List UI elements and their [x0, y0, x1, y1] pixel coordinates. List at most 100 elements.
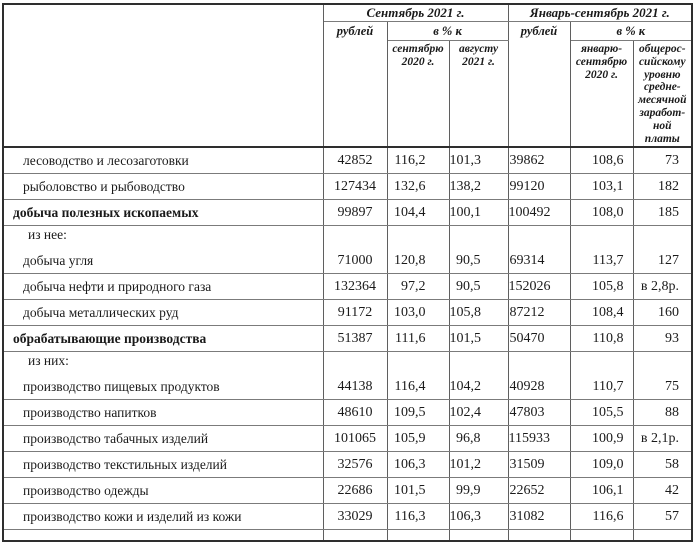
- value-cell: 116,4: [387, 373, 450, 400]
- value-cell: 132364: [323, 273, 388, 300]
- wage-table: Сентябрь 2021 г. Январь-сентябрь 2021 г.…: [2, 3, 694, 542]
- row-label: производство текстильных изделий: [3, 451, 324, 478]
- table-row: лесоводство и лесозаготовки 42852 116,2 101…: [3, 147, 693, 174]
- value-cell: 100,1: [449, 199, 509, 226]
- value-cell: [323, 351, 388, 374]
- value-cell: 106,3: [387, 451, 450, 478]
- value-cell: 101065: [323, 425, 388, 452]
- column-header-percent-january-september: в % к: [570, 21, 693, 41]
- value-cell: 101,5: [387, 477, 450, 504]
- value-cell: 182: [633, 173, 693, 200]
- row-label: из нее:: [3, 225, 324, 248]
- value-cell: 32576: [323, 451, 388, 478]
- value-cell: 58: [633, 451, 693, 478]
- value-cell: 108,0: [570, 199, 634, 226]
- row-label: рыболовство и рыбоводство: [3, 173, 324, 200]
- value-cell: 40928: [508, 373, 571, 400]
- value-cell: 105,9: [387, 425, 450, 452]
- value-cell: 111,6: [387, 325, 450, 352]
- value-cell: 104,2: [449, 373, 509, 400]
- value-cell: 87212: [508, 299, 571, 326]
- table-row: рыболовство и рыбоводство 127434 132,6 138,…: [3, 173, 693, 200]
- value-cell: [570, 529, 634, 542]
- header-row-comparison-bases: сентябрю 2020 г. августу 2021 г. январю-…: [3, 40, 693, 149]
- value-cell: 108,6: [570, 147, 634, 174]
- value-cell: 138,2: [449, 173, 509, 200]
- value-cell: 91172: [323, 299, 388, 326]
- value-cell: 110,7: [570, 373, 634, 400]
- value-cell: [508, 225, 571, 248]
- value-cell: 93: [633, 325, 693, 352]
- value-cell: 22652: [508, 477, 571, 504]
- value-cell: в 2,8р.: [633, 273, 693, 300]
- value-cell: [570, 225, 634, 248]
- value-cell: 160: [633, 299, 693, 326]
- value-cell: 96,8: [449, 425, 509, 452]
- value-cell: в 2,1р.: [633, 425, 693, 452]
- table-row: обрабатывающие производства 51387 111,6 101…: [3, 325, 693, 352]
- value-cell: 101,2: [449, 451, 509, 478]
- row-label: [3, 529, 324, 542]
- table-row: производство одежды 22686 101,5 99,9 22652 10…: [3, 477, 693, 504]
- value-cell: [449, 351, 509, 374]
- document-page: Сентябрь 2021 г. Январь-сентябрь 2021 г.…: [2, 3, 694, 542]
- value-cell: 57: [633, 503, 693, 530]
- row-label: обрабатывающие производства: [3, 325, 324, 352]
- value-cell: 106,3: [449, 503, 509, 530]
- value-cell: [387, 225, 450, 248]
- value-cell: 39862: [508, 147, 571, 174]
- value-cell: 31509: [508, 451, 571, 478]
- value-cell: 31082: [508, 503, 571, 530]
- value-cell: 116,3: [387, 503, 450, 530]
- table-row: производство напитков 48610 109,5 102,4 4780…: [3, 399, 693, 426]
- value-cell: 101,3: [449, 147, 509, 174]
- row-label: производство табачных изделий: [3, 425, 324, 452]
- header-row-units: рублей в % к рублей в % к: [3, 21, 693, 149]
- value-cell: [449, 225, 509, 248]
- value-cell: 99120: [508, 173, 571, 200]
- value-cell: 47803: [508, 399, 571, 426]
- value-cell: [449, 529, 509, 542]
- value-cell: 127: [633, 247, 693, 274]
- value-cell: 99897: [323, 199, 388, 226]
- row-label: добыча угля: [3, 247, 324, 274]
- value-cell: 116,2: [387, 147, 450, 174]
- value-cell: [570, 351, 634, 374]
- row-label: из них:: [3, 351, 324, 374]
- value-cell: 99,9: [449, 477, 509, 504]
- value-cell: 109,0: [570, 451, 634, 478]
- value-cell: [323, 225, 388, 248]
- table-row: производство кожи и изделий из кожи 33029…: [3, 503, 693, 530]
- value-cell: 115933: [508, 425, 571, 452]
- value-cell: [508, 529, 571, 542]
- value-cell: 103,0: [387, 299, 450, 326]
- column-header-rubles-september: рублей: [323, 21, 388, 149]
- partial-next-row: [3, 529, 693, 542]
- value-cell: 44138: [323, 373, 388, 400]
- value-cell: 88: [633, 399, 693, 426]
- value-cell: 103,1: [570, 173, 634, 200]
- value-cell: 108,4: [570, 299, 634, 326]
- row-label-column-header: [3, 4, 324, 149]
- row-label: лесоводство и лесозаготовки: [3, 147, 324, 174]
- row-label: добыча полезных ископаемых: [3, 199, 324, 226]
- value-cell: 100,9: [570, 425, 634, 452]
- value-cell: 113,7: [570, 247, 634, 274]
- header-row-groups: Сентябрь 2021 г. Январь-сентябрь 2021 г.: [3, 4, 693, 149]
- column-group-january-september-2021: Январь-сентябрь 2021 г.: [508, 4, 693, 22]
- value-cell: 71000: [323, 247, 388, 274]
- value-cell: 152026: [508, 273, 571, 300]
- value-cell: 97,2: [387, 273, 450, 300]
- value-cell: 106,1: [570, 477, 634, 504]
- value-cell: 105,8: [449, 299, 509, 326]
- value-cell: 120,8: [387, 247, 450, 274]
- value-cell: [387, 351, 450, 374]
- table-row: из нее:: [3, 225, 693, 248]
- value-cell: [387, 529, 450, 542]
- value-cell: 100492: [508, 199, 571, 226]
- row-label: добыча металлических руд: [3, 299, 324, 326]
- value-cell: 42: [633, 477, 693, 504]
- value-cell: 185: [633, 199, 693, 226]
- value-cell: 51387: [323, 325, 388, 352]
- table-row: производство пищевых продуктов 44138 116,4…: [3, 373, 693, 400]
